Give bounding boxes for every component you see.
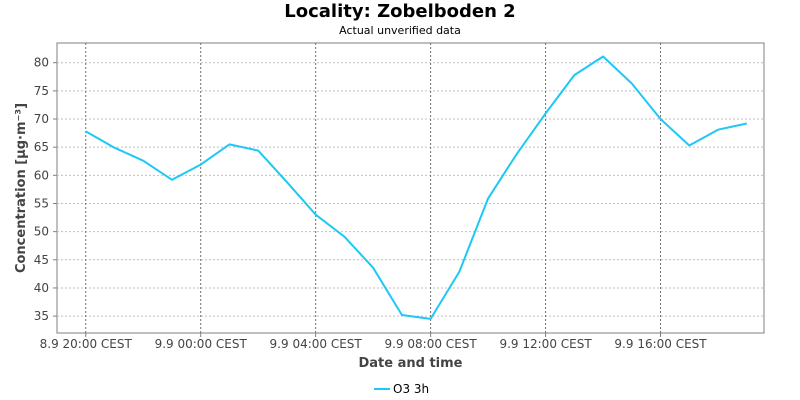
y-tick-label: 40: [34, 281, 49, 295]
y-tick-label: 65: [34, 140, 49, 154]
x-tick-label: 8.9 20:00 CEST: [40, 337, 133, 351]
x-tick-label: 9.9 08:00 CEST: [385, 337, 478, 351]
legend-label: O3 3h: [393, 382, 429, 396]
series-group: [85, 55, 748, 320]
y-tick-label: 80: [34, 56, 49, 70]
series-line-o3-3h: [85, 55, 748, 320]
y-tick-label: 60: [34, 168, 49, 182]
y-axis: 35 40 45 50 55 60 65 70 75 80: [34, 56, 57, 323]
x-tick-label: 9.9 16:00 CEST: [614, 337, 707, 351]
y-tick-label: 70: [34, 112, 49, 126]
grid-lines: [57, 43, 764, 333]
chart-title: Locality: Zobelboden 2: [284, 1, 516, 22]
chart-subtitle: Actual unverified data: [339, 24, 461, 37]
legend-item-o3-3h[interactable]: O3 3h: [374, 382, 429, 396]
x-tick-label: 9.9 04:00 CEST: [270, 337, 363, 351]
x-tick-label: 9.9 12:00 CEST: [499, 337, 592, 351]
y-axis-title: Concentration [µg·m⁻³]: [14, 103, 29, 273]
plot-area: [56, 42, 765, 334]
y-tick-label: 75: [34, 84, 49, 98]
legend[interactable]: O3 3h: [374, 382, 429, 396]
y-tick-label: 55: [34, 196, 49, 210]
x-axis-title: Date and time: [358, 356, 462, 371]
y-tick-label: 45: [34, 253, 49, 267]
x-tick-label: 9.9 00:00 CEST: [155, 337, 248, 351]
y-tick-label: 35: [34, 309, 49, 323]
x-axis: 8.9 20:00 CEST 9.9 00:00 CEST 9.9 04:00 CE…: [40, 333, 707, 351]
y-tick-label: 50: [34, 225, 49, 239]
